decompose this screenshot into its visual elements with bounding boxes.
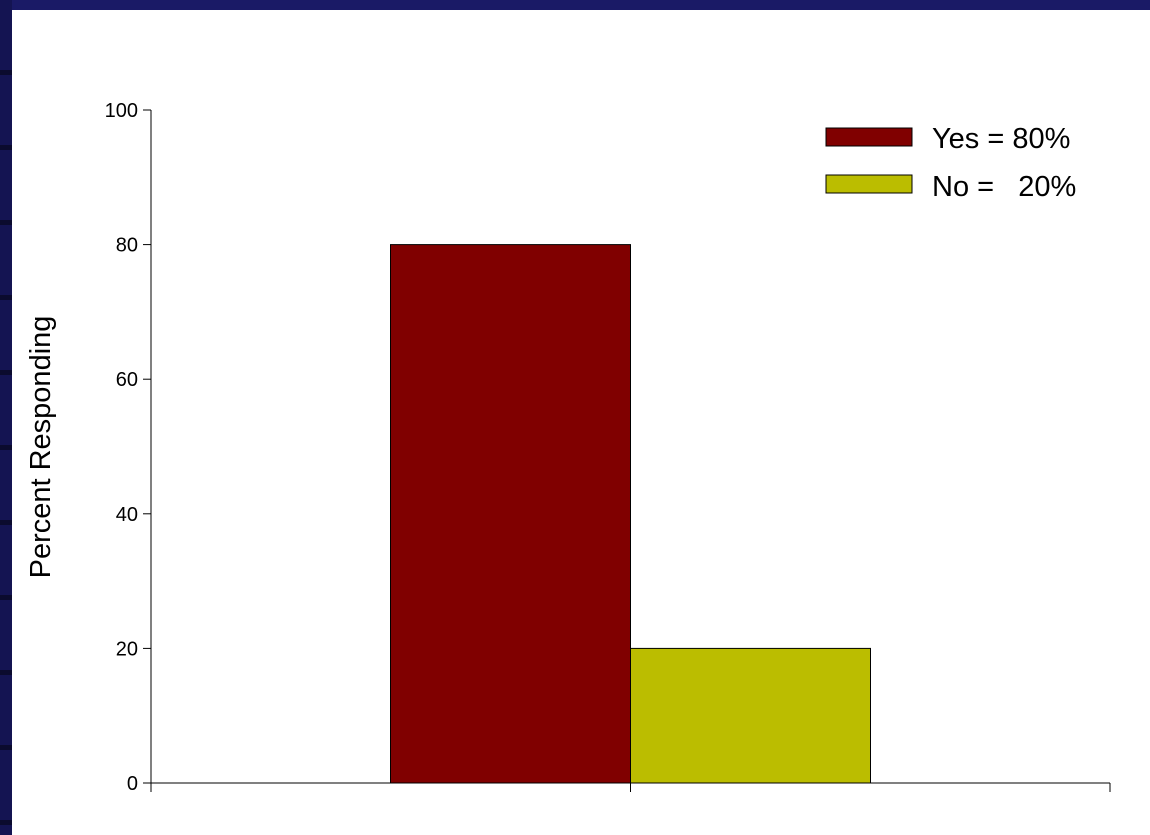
y-axis: 0 20 40 60 80 100 — [105, 100, 152, 795]
bar-yes — [390, 244, 631, 784]
y-tick-label: 20 — [116, 638, 138, 660]
bar-no — [630, 647, 871, 784]
slide-left-border — [0, 0, 12, 835]
y-axis-title: Percent Responding — [25, 316, 57, 579]
legend-label-yes: Yes = 80% — [932, 123, 1070, 155]
y-tick-label: 100 — [105, 100, 138, 122]
y-tick-label: 40 — [116, 504, 138, 526]
legend-swatch-yes — [825, 127, 913, 147]
legend-swatch-no — [825, 174, 913, 194]
y-tick-label: 60 — [116, 369, 138, 391]
bar-group — [390, 244, 871, 784]
x-axis — [150, 782, 1111, 792]
y-tick-label: 80 — [116, 235, 138, 257]
legend-label-no: No = 20% — [932, 171, 1076, 203]
legend: Yes = 80% No = 20% — [825, 123, 1076, 203]
y-tick-label: 0 — [127, 773, 138, 795]
